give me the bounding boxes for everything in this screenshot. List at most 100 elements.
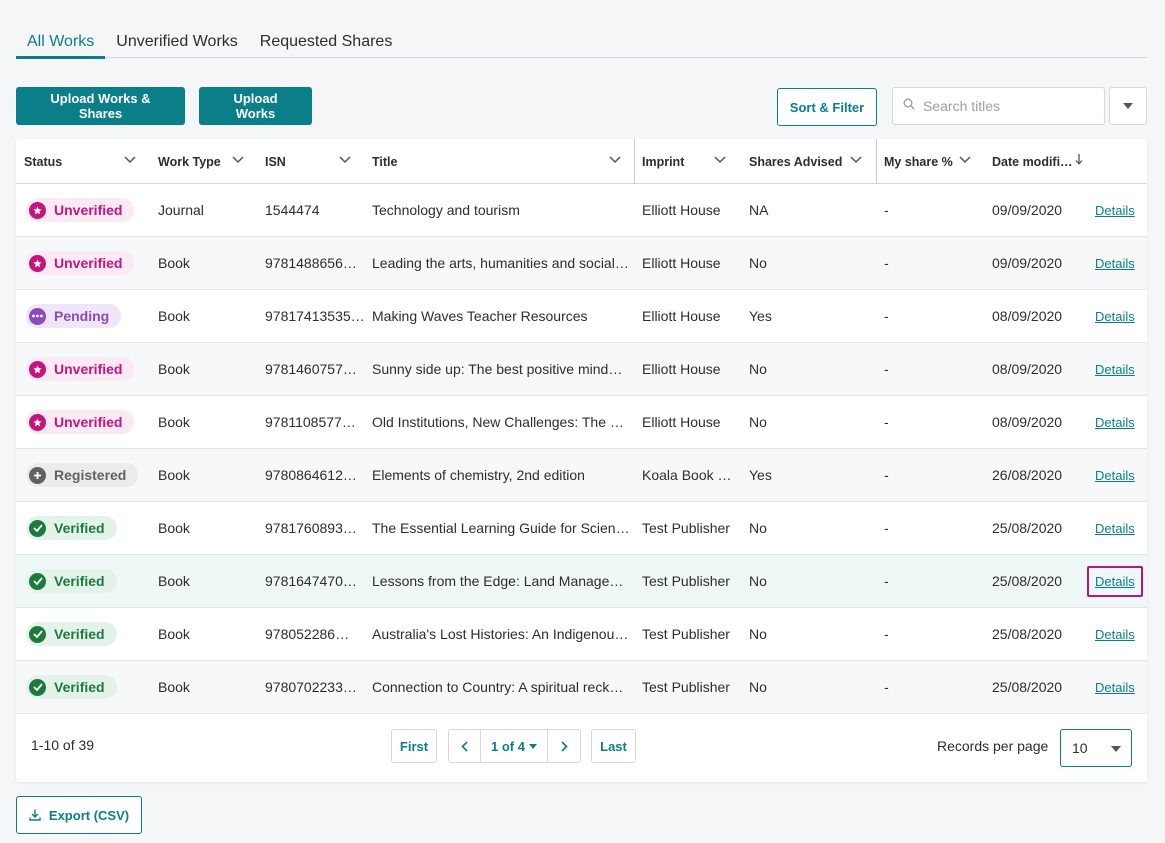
cell-actions: Details	[1087, 555, 1147, 607]
chevron-down-icon	[959, 156, 971, 164]
column-resizer[interactable]	[876, 139, 877, 184]
details-link[interactable]: Details	[1087, 565, 1143, 597]
cell-isn: 9781460757…	[265, 361, 357, 377]
table-row[interactable]: Registered Book 9780864612… Elements of che…	[16, 449, 1147, 502]
table-row[interactable]: Verified Book 9781647470… Lessons from the …	[16, 555, 1147, 608]
cell-shares-advised: No	[749, 520, 767, 536]
cell-work-type: Book	[158, 520, 190, 536]
status-label: Unverified	[54, 255, 123, 271]
check-icon	[29, 519, 46, 537]
cell-date-modified: 09/09/2020	[992, 202, 1063, 218]
details-link[interactable]: Details	[1095, 626, 1135, 642]
chevron-down-icon	[339, 156, 351, 164]
chevron-down-icon	[124, 156, 136, 164]
cell-shares-advised: Yes	[749, 467, 772, 483]
cell-title: Elements of chemistry, 2nd edition	[372, 467, 585, 483]
col-header-shares-advised[interactable]: Shares Advised	[749, 139, 875, 184]
status-label: Verified	[54, 679, 105, 695]
cell-work-type: Book	[158, 573, 190, 589]
col-header-label: Imprint	[642, 154, 685, 169]
tab-all-works[interactable]: All Works	[16, 26, 106, 59]
cell-my-share: -	[884, 255, 889, 271]
cell-actions: Details	[1087, 396, 1147, 448]
col-header-title[interactable]: Title	[372, 139, 634, 184]
cell-imprint: Test Publisher	[642, 520, 730, 536]
tab-requested-shares[interactable]: Requested Shares	[259, 33, 393, 50]
page-dropdown[interactable]: 1 of 4	[481, 730, 548, 762]
cell-imprint: Test Publisher	[642, 573, 730, 589]
col-header-isn[interactable]: ISN	[265, 139, 365, 184]
status-badge: Unverified	[26, 251, 135, 275]
table-row[interactable]: Unverified Journal 1544474 Technology and t…	[16, 184, 1147, 237]
upload-works-shares-button[interactable]: Upload Works & Shares	[16, 87, 185, 125]
col-header-label: Shares Advised	[749, 154, 843, 169]
table-row[interactable]: Pending Book 97817413535… Making Waves Teac…	[16, 290, 1147, 343]
details-link[interactable]: Details	[1095, 467, 1135, 483]
cell-title: Making Waves Teacher Resources	[372, 308, 588, 324]
last-page-button[interactable]: Last	[591, 729, 636, 763]
table-row[interactable]: Verified Book 978052286… Australia's Lost H…	[16, 608, 1147, 661]
col-header-date-modified[interactable]: Date modifi…	[992, 139, 1112, 184]
details-link[interactable]: Details	[1095, 202, 1135, 218]
download-icon	[29, 809, 41, 821]
first-page-button[interactable]: First	[391, 729, 437, 763]
details-link[interactable]: Details	[1095, 361, 1135, 377]
star-icon	[29, 413, 46, 431]
cell-imprint: Elliott House	[642, 414, 721, 430]
col-header-label: Status	[24, 154, 63, 169]
column-resizer[interactable]	[634, 139, 635, 184]
cell-date-modified: 08/09/2020	[992, 308, 1063, 324]
works-table: Status Work Type ISN Title Imprint Share…	[16, 139, 1147, 782]
chevron-right-icon	[560, 740, 568, 752]
star-icon	[29, 360, 46, 378]
cell-date-modified: 25/08/2020	[992, 679, 1063, 695]
details-link[interactable]: Details	[1095, 520, 1135, 536]
cell-title: Old Institutions, New Challenges: The …	[372, 414, 624, 430]
star-icon	[29, 201, 46, 219]
search-input[interactable]	[923, 98, 1093, 114]
cell-imprint: Elliott House	[642, 202, 721, 218]
cell-my-share: -	[884, 361, 889, 377]
cell-isn: 97817413535…	[265, 308, 365, 324]
status-badge: Unverified	[26, 198, 135, 222]
cell-status: Unverified	[26, 396, 154, 448]
prev-page-button[interactable]	[449, 730, 481, 762]
col-header-imprint[interactable]: Imprint	[642, 139, 742, 184]
col-header-status[interactable]: Status	[24, 139, 144, 184]
table-row[interactable]: Unverified Book 9781488656… Leading the art…	[16, 237, 1147, 290]
search-options-dropdown[interactable]	[1109, 87, 1147, 125]
status-label: Verified	[54, 573, 105, 589]
table-row[interactable]: Unverified Book 9781460757… Sunny side up: …	[16, 343, 1147, 396]
details-link[interactable]: Details	[1095, 414, 1135, 430]
next-page-button[interactable]	[548, 730, 580, 762]
col-header-label: ISN	[265, 154, 286, 169]
col-header-my-share[interactable]: My share %	[884, 139, 984, 184]
cell-work-type: Book	[158, 255, 190, 271]
chevron-down-icon	[1111, 746, 1121, 752]
details-link[interactable]: Details	[1095, 308, 1135, 324]
sort-arrow-down-icon	[1075, 154, 1083, 165]
cell-status: Unverified	[26, 343, 154, 395]
sort-filter-button[interactable]: Sort & Filter	[777, 88, 877, 126]
export-csv-button[interactable]: Export (CSV)	[16, 796, 142, 834]
details-link[interactable]: Details	[1095, 255, 1135, 271]
cell-status: Verified	[26, 608, 154, 660]
chevron-down-icon	[609, 156, 621, 164]
cell-my-share: -	[884, 626, 889, 642]
cell-status: Verified	[26, 555, 154, 607]
records-per-page-select[interactable]: 10	[1060, 729, 1132, 767]
table-row[interactable]: Verified Book 9780702233… Connection to Cou…	[16, 661, 1147, 714]
cell-title: Leading the arts, humanities and social…	[372, 255, 629, 271]
details-link[interactable]: Details	[1095, 679, 1135, 695]
table-row[interactable]: Verified Book 9781760893… The Essential Lea…	[16, 502, 1147, 555]
cell-imprint: Test Publisher	[642, 679, 730, 695]
cell-shares-advised: No	[749, 414, 767, 430]
table-row[interactable]: Unverified Book 9781108577… Old Institution…	[16, 396, 1147, 449]
cell-isn: 9781760893…	[265, 520, 357, 536]
records-per-page-value: 10	[1072, 740, 1088, 756]
chevron-down-icon	[1123, 103, 1133, 109]
upload-works-button[interactable]: Upload Works	[199, 87, 312, 125]
cell-shares-advised: NA	[749, 202, 769, 218]
tab-unverified-works[interactable]: Unverified Works	[116, 33, 238, 50]
col-header-work-type[interactable]: Work Type	[158, 139, 258, 184]
